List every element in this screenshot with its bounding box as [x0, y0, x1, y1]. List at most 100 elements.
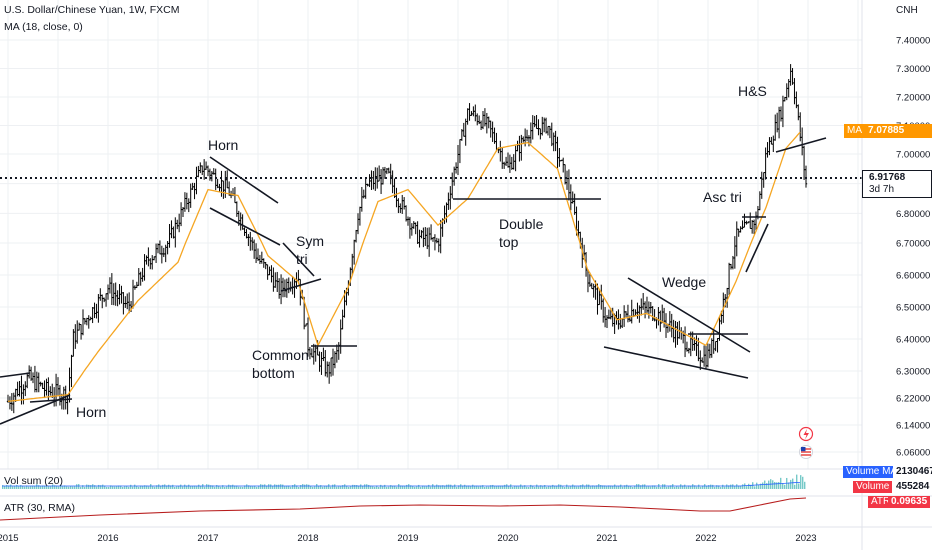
volume-bar [736, 484, 738, 489]
indicator-legend-ma[interactable]: MA (18, close, 0) [4, 21, 83, 33]
volume-bar [148, 486, 150, 489]
volume-bar [292, 485, 294, 489]
volume-bar [560, 484, 562, 489]
volume-bar [356, 485, 358, 489]
volume-bar [22, 485, 24, 489]
volume-bar [708, 485, 710, 489]
us-flag-icon[interactable] [799, 445, 813, 459]
volume-bar [324, 486, 326, 489]
lightning-icon[interactable] [798, 426, 814, 442]
volume-bar [364, 484, 366, 489]
volume-bar [100, 485, 102, 489]
volume-bar [648, 486, 650, 489]
volume-bar [116, 486, 118, 489]
annotation-asc-tri: Asc tri [703, 189, 742, 205]
volume-bar [278, 484, 280, 489]
atr-pane-title[interactable]: ATR (30, RMA) [4, 502, 75, 514]
volume-bar [596, 485, 598, 489]
volume-bars [2, 474, 806, 489]
volume-bar [314, 486, 316, 489]
volume-bar [246, 484, 248, 489]
volume-bar [544, 484, 546, 489]
volume-bar [626, 484, 628, 489]
volume-bar [392, 485, 394, 489]
volume-bar [56, 485, 58, 489]
volume-bar [344, 484, 346, 489]
volume-bar [698, 484, 700, 489]
volume-bar [98, 484, 100, 489]
ma-tag-value: 7.07885 [862, 124, 932, 138]
volume-bar [230, 485, 232, 489]
volume-bar [612, 485, 614, 489]
volume-bar [50, 486, 52, 489]
volume-bar [430, 486, 432, 489]
annotation-sym-tri-2: tri [296, 251, 308, 267]
volume-bar [410, 485, 412, 489]
volume-bar [778, 482, 780, 489]
x-tick-label: 2017 [197, 533, 218, 544]
y-tick-label: 7.40000 [896, 36, 930, 47]
volume-bar [118, 485, 120, 489]
volume-bar [554, 485, 556, 489]
volume-bar [318, 485, 320, 489]
volume-bar [754, 486, 756, 489]
volume-bar [90, 485, 92, 489]
volume-bar [60, 484, 62, 489]
volume-bar [618, 485, 620, 489]
volume-bar [636, 484, 638, 489]
volume-bar [152, 486, 154, 489]
annotation-common-1: Common [252, 347, 309, 363]
volume-bar [724, 486, 726, 489]
volume-bar [408, 484, 410, 489]
volume-bar [160, 485, 162, 489]
volume-bar [368, 484, 370, 489]
volume-bar [614, 484, 616, 489]
volume-bar [68, 486, 70, 489]
volume-bar [564, 486, 566, 489]
annotation-hs: H&S [738, 83, 767, 99]
x-tick-label: 2016 [97, 533, 118, 544]
volume-bar [718, 485, 720, 489]
volume-bar [428, 484, 430, 489]
volume-bar [468, 485, 470, 489]
annotation-horn-bottom: Horn [76, 404, 106, 420]
volume-bar [162, 484, 164, 489]
volume-bar [208, 484, 210, 489]
volume-bar [280, 484, 282, 489]
volume-bar [360, 484, 362, 489]
volume-bar [332, 484, 334, 489]
volume-bar [172, 484, 174, 489]
volume-bar [458, 485, 460, 489]
x-tick-label: 2022 [695, 533, 716, 544]
volume-bar [260, 484, 262, 489]
volume-bar [426, 486, 428, 489]
volume-bar [580, 485, 582, 489]
volume-bar [666, 486, 668, 489]
annotation-wedge: Wedge [662, 274, 706, 290]
volume-bar [296, 485, 298, 489]
volume-bar [744, 483, 746, 489]
volume-bar [124, 486, 126, 489]
volume-bar [678, 486, 680, 489]
volume-bar [238, 486, 240, 489]
volume-bar [508, 485, 510, 489]
volume-bar [304, 484, 306, 489]
volume-bar [634, 485, 636, 489]
volume-bar [54, 485, 56, 489]
volume-bar [538, 486, 540, 489]
pattern-wedge-lower [603, 346, 749, 379]
volume-bar [586, 484, 588, 489]
volume-bar [710, 484, 712, 489]
volume-bar [654, 485, 656, 489]
y-tick-label: 6.30000 [896, 367, 930, 378]
volume-bar [396, 486, 398, 489]
volume-bar [570, 486, 572, 489]
volume-bar [490, 485, 492, 489]
volume-ma-line [2, 482, 801, 487]
volume-pane-title[interactable]: Vol sum (20) [4, 475, 63, 487]
volume-bar [796, 474, 798, 489]
volume-bar [582, 484, 584, 489]
volume-bar [286, 485, 288, 489]
volume-bar [604, 485, 606, 489]
